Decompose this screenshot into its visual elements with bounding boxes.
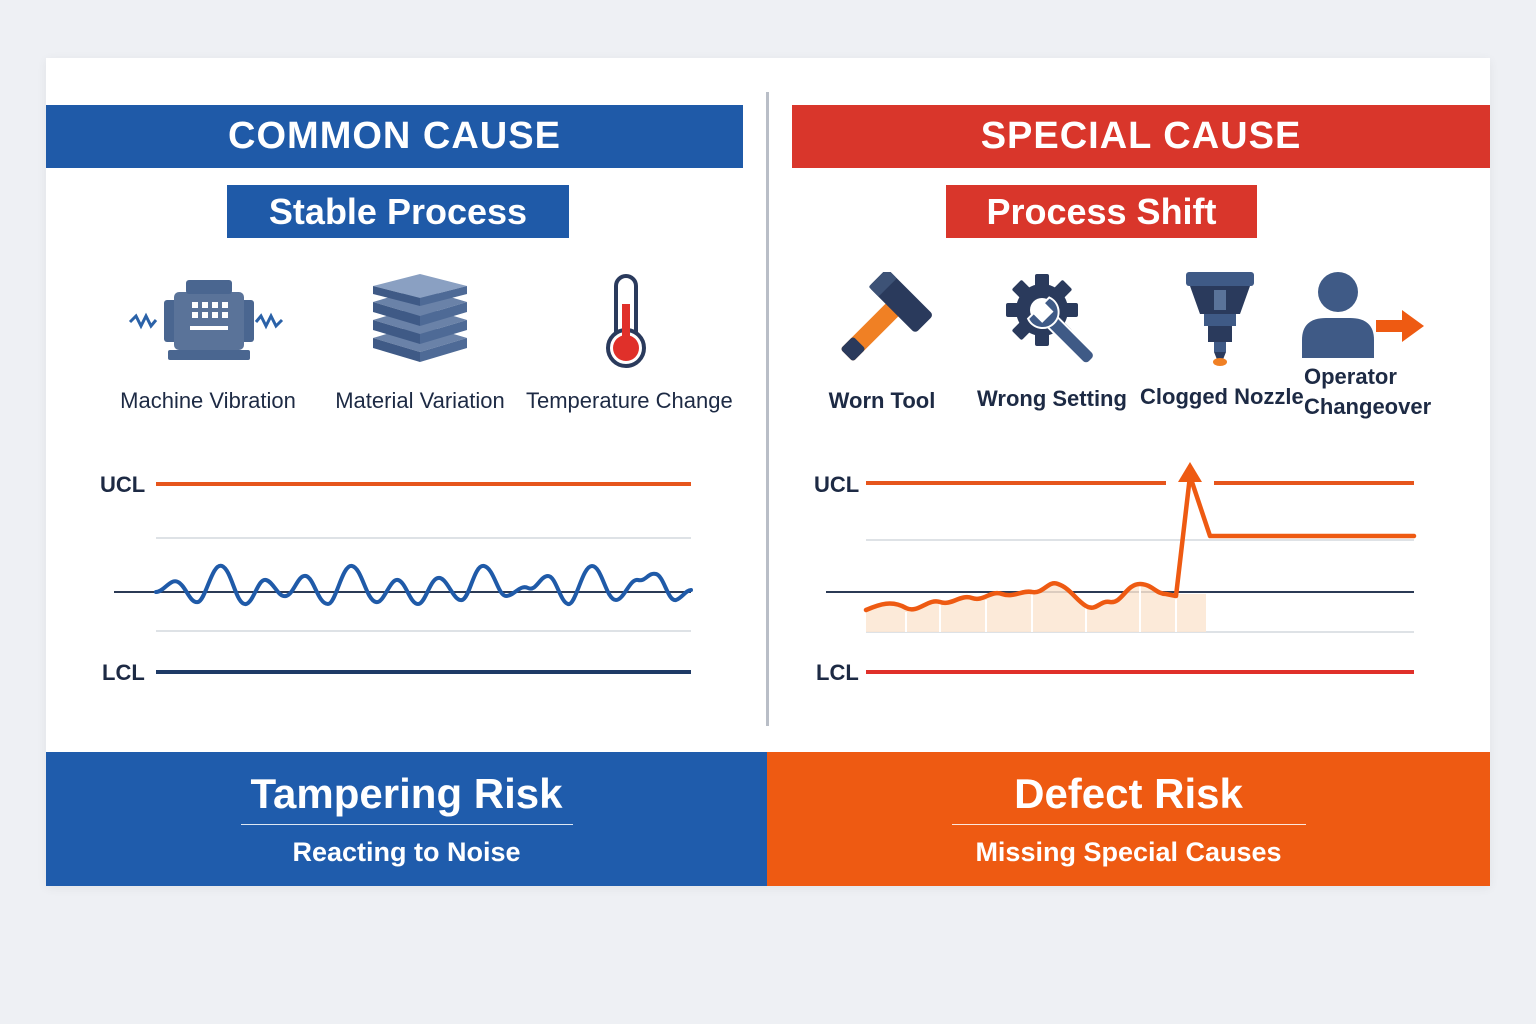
- icon-label: Operator Changeover: [1304, 362, 1446, 422]
- footer-title: Defect Risk: [951, 770, 1306, 825]
- common-cause-control-chart: UCL LCL: [100, 472, 693, 685]
- ucl-label: UCL: [814, 472, 859, 497]
- special-cause-banner: SPECIAL CAUSE: [792, 105, 1490, 168]
- shift-area-fill: [866, 583, 1206, 632]
- icon-item-machine-vibration: Machine Vibration: [108, 276, 308, 414]
- icon-item-wrong-setting: Wrong Setting: [972, 270, 1132, 412]
- footer-subtitle: Reacting to Noise: [292, 837, 521, 867]
- icon-label: Wrong Setting: [977, 386, 1127, 411]
- shift-signal-line: [863, 473, 1417, 613]
- process-shift-label: Process Shift: [946, 185, 1257, 238]
- icon-item-operator-changeover: Operator Changeover: [1296, 270, 1446, 422]
- machine-vibration-icon: [128, 280, 284, 360]
- icon-item-worn-tool: Worn Tool: [802, 272, 962, 414]
- icon-item-temperature-change: Temperature Change: [526, 272, 733, 414]
- hammer-icon: [841, 272, 932, 361]
- area-dividers: [905, 586, 1177, 632]
- noise-signal-line: [154, 563, 693, 607]
- icon-label-line1: Operator: [1304, 364, 1397, 389]
- thermometer-icon: [606, 274, 646, 368]
- operator-arrow-icon: [1302, 272, 1424, 358]
- icon-item-material-variation: Material Variation: [320, 272, 520, 414]
- stable-process-label: Stable Process: [227, 185, 569, 238]
- center-divider: [766, 92, 769, 726]
- icon-item-clogged-nozzle: Clogged Nozzle: [1140, 270, 1304, 410]
- icon-label: Worn Tool: [828, 388, 936, 413]
- spike-arrowhead: [1178, 462, 1202, 482]
- special-cause-control-chart: UCL LCL: [814, 462, 1417, 685]
- tampering-risk-panel: Tampering Risk Reacting to Noise: [46, 752, 767, 886]
- nozzle-icon: [1186, 272, 1254, 366]
- icon-label: Material Variation: [335, 388, 505, 413]
- ucl-label: UCL: [100, 472, 145, 497]
- common-cause-banner: COMMON CAUSE: [46, 105, 743, 168]
- comparison-card: COMMON CAUSE Stable Process Machine Vibr…: [46, 58, 1490, 886]
- icon-label: Machine Vibration: [120, 388, 296, 413]
- footer-title: Tampering Risk: [240, 770, 573, 825]
- icon-label: Temperature Change: [526, 388, 733, 413]
- lcl-label: LCL: [102, 660, 145, 685]
- icon-label: Clogged Nozzle: [1140, 384, 1304, 409]
- icon-label-line2: Changeover: [1304, 394, 1432, 419]
- defect-risk-panel: Defect Risk Missing Special Causes: [767, 752, 1490, 886]
- footer-subtitle: Missing Special Causes: [975, 837, 1282, 867]
- lcl-label: LCL: [816, 660, 859, 685]
- gear-wrench-icon: [1006, 274, 1095, 365]
- material-stack-icon: [373, 274, 467, 362]
